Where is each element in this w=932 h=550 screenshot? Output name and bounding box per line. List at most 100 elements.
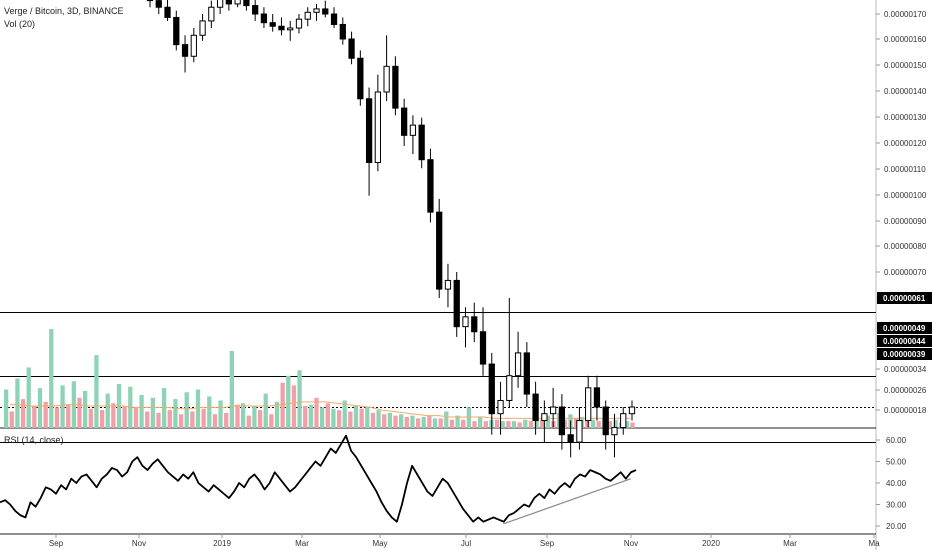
volume-bar [404,417,409,428]
candle-body [427,159,434,213]
candle-body [418,124,425,161]
time-axis-label: Sep [540,539,555,548]
rsi-scale-label: 30.00 [886,501,907,510]
level-price-box [877,292,932,304]
time-axis-label: Mar [783,539,797,548]
candle-body [164,6,171,18]
candle-body [155,0,162,8]
candle-body [190,34,197,57]
volume-bar [596,421,601,428]
volume-bar [624,421,630,428]
volume-bar [348,411,353,428]
candle-body [339,23,346,40]
candle-body [243,0,250,7]
price-scale-label: 0.00000034 [884,365,927,374]
candle-body [295,18,303,29]
volume-bar [15,378,20,428]
candle-body [611,427,618,436]
volume-bar [178,414,184,428]
volume-bar [133,407,139,428]
volume-bar [54,407,60,428]
volume-bar [427,415,432,428]
candle-body [304,11,311,20]
volume-bar [37,388,43,428]
time-axis-label: 2020 [702,539,720,548]
candle-body [541,413,548,422]
volume-bar [150,397,156,428]
volume-bar [382,414,387,428]
candle-body [488,363,495,415]
volume-indicator-label[interactable]: Vol (20) [4,19,36,29]
rsi-line-group [0,434,637,525]
volume-bar [122,406,127,428]
volume-bar [60,385,65,428]
volume-bar [331,408,336,428]
volume-bar [613,419,618,428]
candle-body [620,413,627,429]
volume-bar [359,408,364,428]
horizontal-levels[interactable] [0,312,876,443]
rsi-scale[interactable]: 60.00 50.00 40.00 30.00 20.00 [876,436,907,531]
volume-bar [500,421,505,428]
time-axis-label: Mar [295,539,309,548]
volume-bar [105,393,110,428]
volume-ma-line [9,401,631,419]
volume-bar [478,417,483,428]
volume-bar [66,404,71,428]
level-price-label: 0.00000061 [883,294,926,303]
candle-body [225,0,233,5]
volume-bars [4,329,635,428]
volume-bar [4,389,9,428]
volume-ma-line [9,401,631,419]
candle-body [453,279,460,328]
volume-bar [410,415,415,428]
volume-bar [545,415,551,428]
volume-bar [173,399,178,428]
candle-body [357,57,364,100]
price-scale[interactable]: 0.00000170 0.00000160 0.00000150 0.00000140… [876,10,927,415]
volume-bar [590,419,596,428]
time-axis-label: Ma [868,539,880,548]
volume-bar [43,401,48,428]
volume-bar [506,421,511,428]
candle-body [374,91,381,164]
level-price-box [877,335,932,347]
volume-bar [9,411,14,428]
candle-body [234,0,241,5]
price-scale-label: 0.00000170 [884,10,927,19]
price-candles [146,0,636,458]
price-scale-label: 0.00000090 [884,217,927,226]
volume-bar [184,392,189,428]
volume-bar [195,389,201,428]
symbol-title[interactable]: Verge / Bitcoin, 3D, BINANCE [4,6,124,16]
price-scale-label: 0.00000080 [884,242,927,251]
price-scale-label: 0.00000140 [884,87,927,96]
level-price-label: 0.00000044 [883,337,926,346]
candle-body [436,211,443,290]
level-price-box [877,322,932,334]
candle-body [208,6,215,22]
volume-bar [472,421,477,428]
candle-body [181,44,189,57]
volume-bar [353,406,359,428]
volume-bar [517,422,522,428]
candle-body [593,387,601,408]
volume-bar [314,397,319,428]
candle-body [549,406,557,415]
candle-body [252,5,259,15]
volume-bar [630,422,635,428]
rsi-indicator-label[interactable]: RSI (14, close) [4,435,64,445]
candle-body [532,393,539,422]
candle-body [514,352,522,377]
price-scale-label: 0.00000018 [884,406,927,415]
volume-bar [342,400,347,428]
rsi-scale-label: 60.00 [886,436,907,445]
volume-bar [32,406,37,428]
volume-bar [523,419,528,428]
volume-bar [156,412,161,428]
volume-bar [444,411,449,428]
time-axis-label: May [372,539,387,548]
time-axis[interactable]: Sep Nov 2019 Mar May Jul Sep Nov 2020 Mar Ma [49,534,880,548]
volume-bar [224,412,229,428]
